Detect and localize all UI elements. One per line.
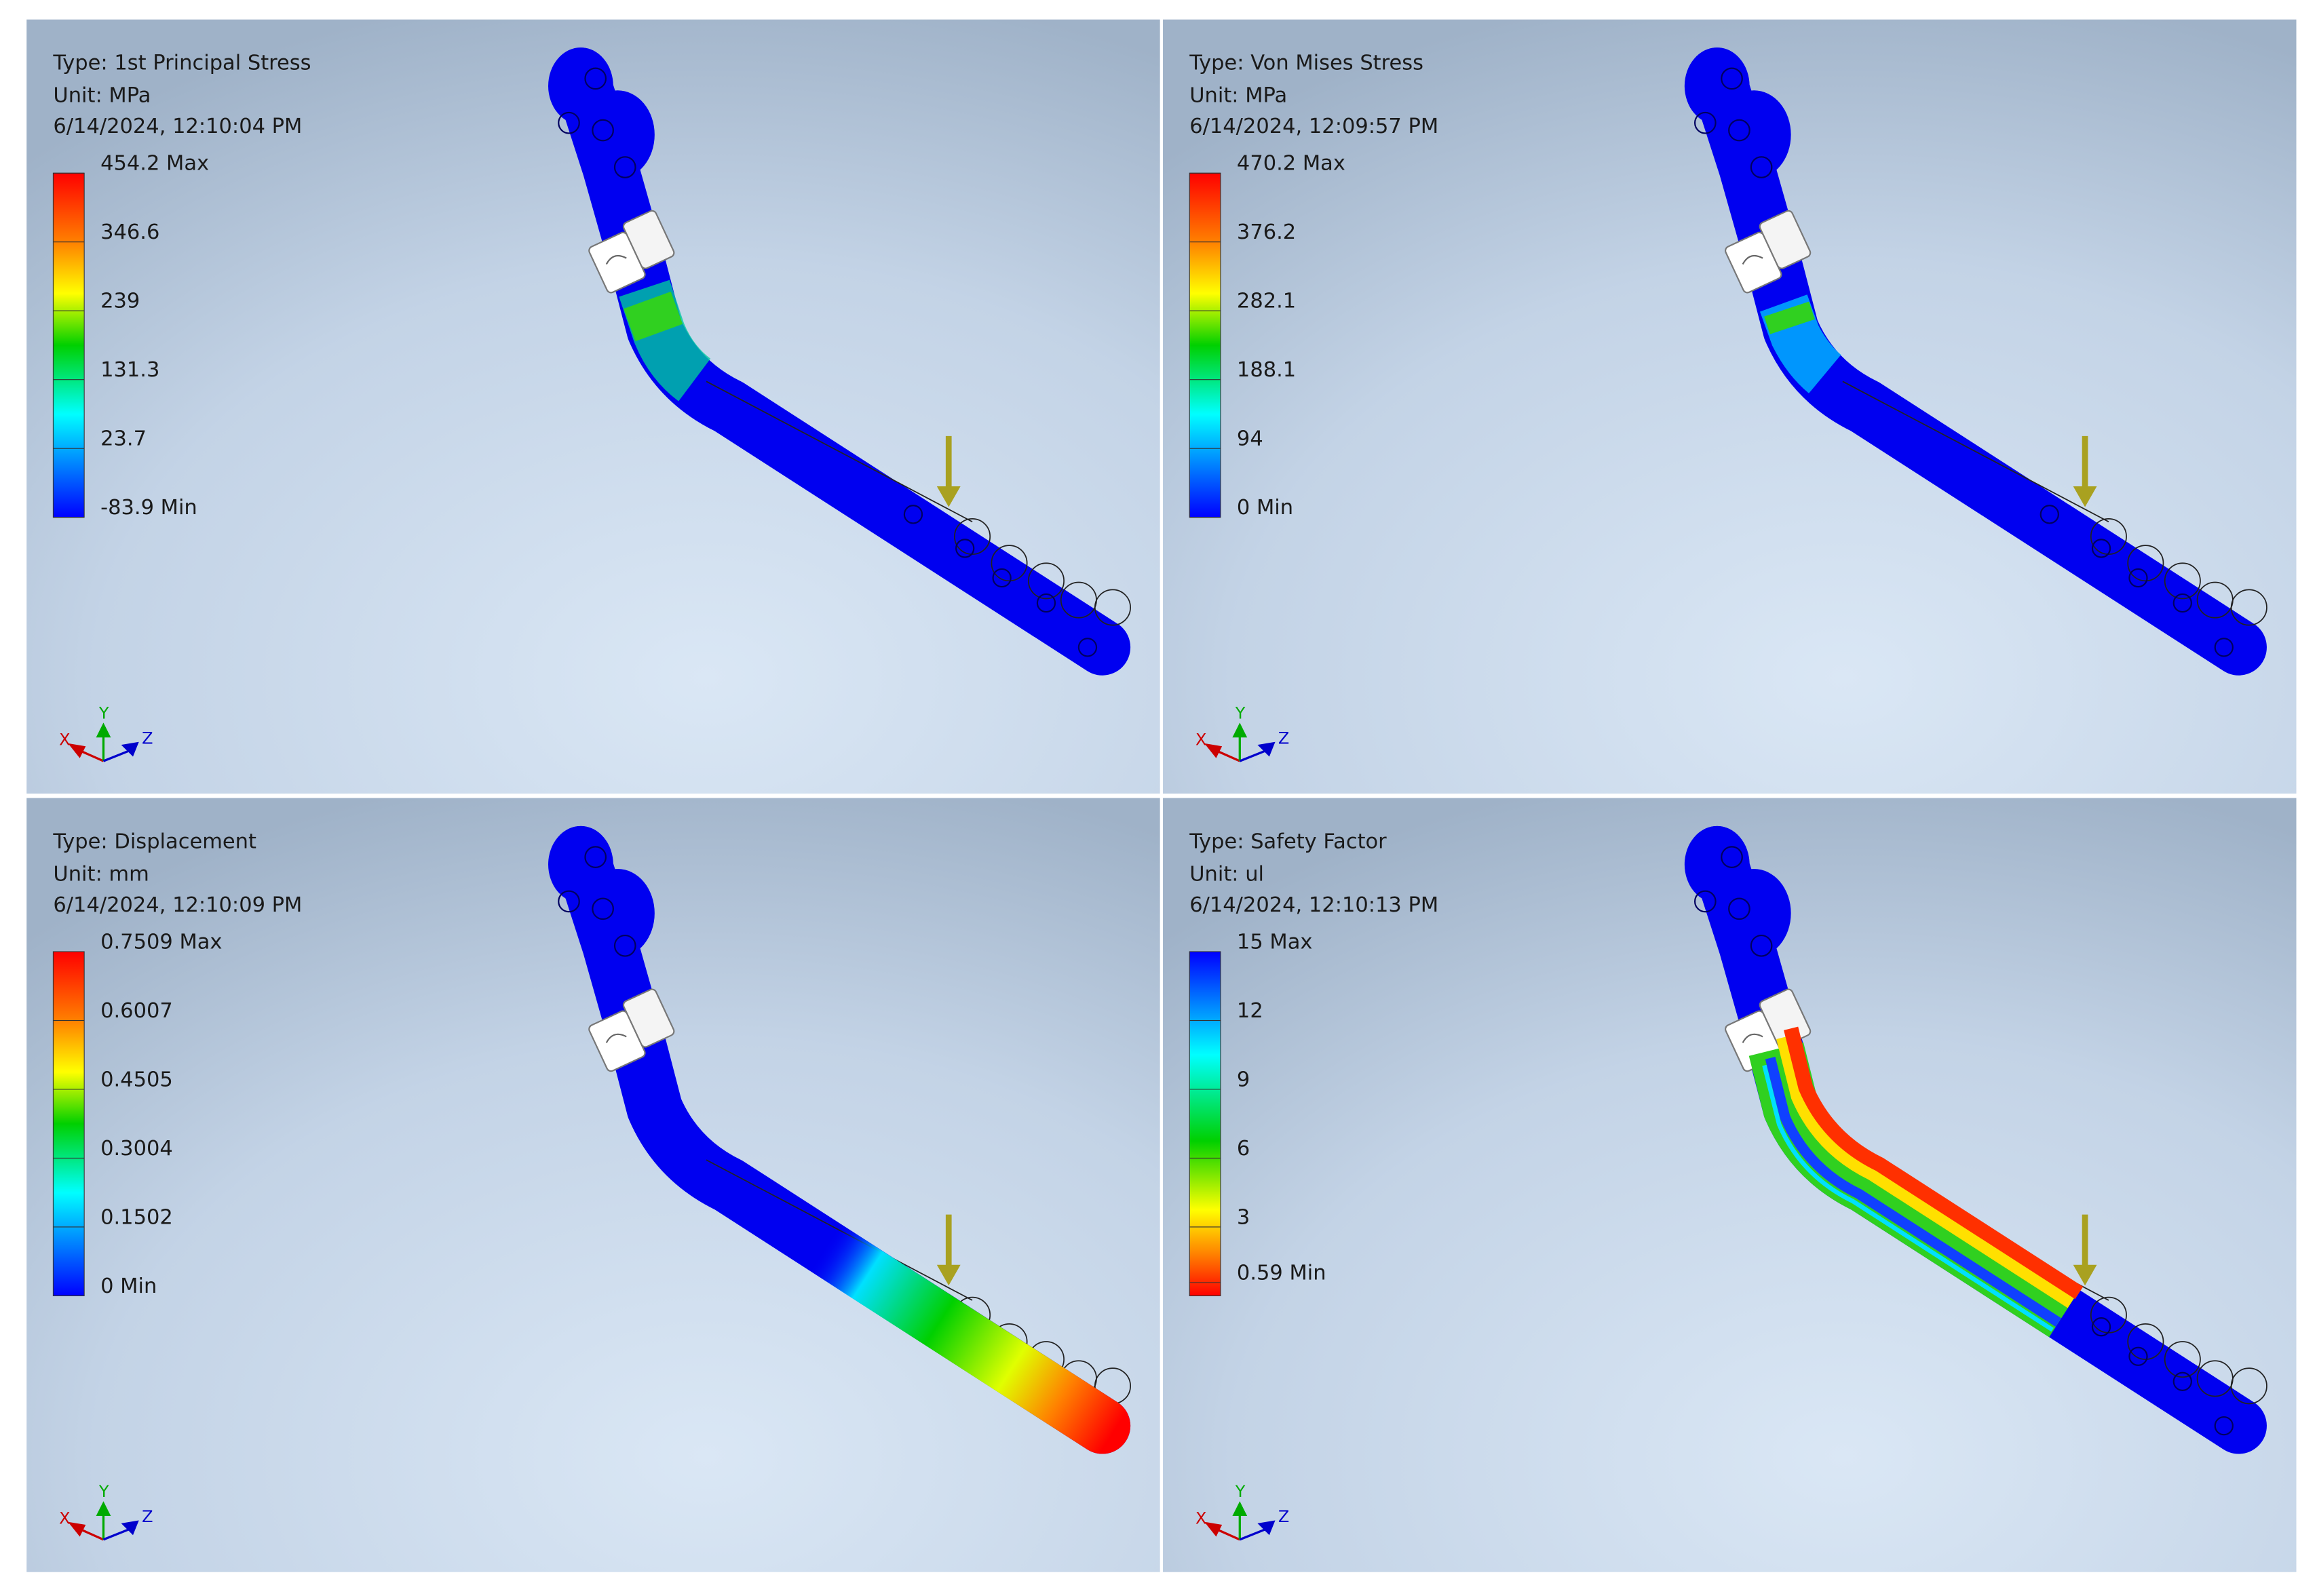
legend-label: 282.1 xyxy=(1237,290,1296,313)
triad-label: Y xyxy=(1235,703,1246,722)
triad-label: Z xyxy=(1278,728,1289,747)
stress-zone xyxy=(1759,294,1842,393)
legend-label: 9 xyxy=(1237,1068,1250,1091)
color-bar xyxy=(1189,172,1221,518)
safety-zone xyxy=(1776,1035,2076,1308)
triad-y-head xyxy=(96,1501,111,1516)
legend-label: 12 xyxy=(1237,999,1263,1023)
legend-label: 0.1502 xyxy=(100,1205,173,1229)
legend-label: 94 xyxy=(1237,427,1263,451)
result-viewport: Type: Safety Factor Unit: ul 6/14/2024, 12… xyxy=(1163,798,2297,1572)
axis-triad: X Y Z xyxy=(1195,703,1289,762)
legend-label: 15 Max xyxy=(1237,930,1313,954)
legend-label: 239 xyxy=(100,290,140,313)
legend-label: 0 Min xyxy=(100,1274,157,1298)
displacement-zone xyxy=(796,1219,1131,1454)
triad-z-head xyxy=(121,741,139,757)
legend-label: 6 xyxy=(1237,1137,1250,1161)
triad-x-head xyxy=(68,743,86,758)
triad-x-head xyxy=(1204,743,1223,758)
axis-triad: X Y Z xyxy=(1195,1482,1289,1541)
safety-zone xyxy=(1765,1056,2061,1327)
triad-y-head xyxy=(96,722,111,738)
safety-zone xyxy=(1748,1042,2080,1338)
safety-zone xyxy=(1762,1064,2054,1332)
legend-label: 346.6 xyxy=(100,220,159,244)
color-bar xyxy=(52,951,85,1297)
result-unit: Unit: ul xyxy=(1189,862,1264,886)
triad-label: X xyxy=(59,731,70,750)
stress-zone xyxy=(619,279,711,402)
triad-z-head xyxy=(121,1520,139,1536)
axis-triad: X Y Z xyxy=(59,703,153,762)
triad-y-head xyxy=(1232,1501,1248,1516)
legend-label: 0.4505 xyxy=(100,1068,173,1091)
result-unit: Unit: MPa xyxy=(1189,83,1287,107)
axis-triad: X Y Z xyxy=(59,1482,153,1541)
legend-label: 470.2 Max xyxy=(1237,152,1345,176)
legend-label: -83.9 Min xyxy=(100,496,197,520)
result-timestamp: 6/14/2024, 12:10:04 PM xyxy=(53,115,302,138)
result-type: Type: 1st Principal Stress xyxy=(52,52,311,75)
legend-label: 376.2 xyxy=(1237,220,1296,244)
legend-label: 131.3 xyxy=(100,358,159,382)
triad-x-head xyxy=(1204,1521,1223,1537)
triad-label: Z xyxy=(142,1507,153,1526)
color-bar xyxy=(1189,951,1221,1297)
legend-label: 188.1 xyxy=(1237,358,1296,382)
safety-zone xyxy=(1784,1026,2084,1300)
triad-label: Y xyxy=(1235,1482,1246,1501)
result-timestamp: 6/14/2024, 12:09:57 PM xyxy=(1189,115,1438,138)
legend-label: 0.6007 xyxy=(100,999,173,1023)
result-viewport: Type: Von Mises Stress Unit: MPa 6/14/2024… xyxy=(1163,19,2297,794)
color-bar xyxy=(52,172,85,518)
stress-zone xyxy=(624,291,683,342)
legend-label: 454.2 Max xyxy=(100,152,209,176)
triad-label: X xyxy=(1195,1509,1206,1527)
legend-label: 0.3004 xyxy=(100,1137,173,1161)
result-type: Type: Displacement xyxy=(52,830,256,853)
result-type: Type: Von Mises Stress xyxy=(1189,52,1423,75)
legend-label: 0.59 Min xyxy=(1237,1261,1326,1285)
triad-label: X xyxy=(59,1509,70,1527)
triad-x-head xyxy=(68,1521,86,1537)
triad-label: Z xyxy=(1278,1507,1289,1526)
legend-label: 3 xyxy=(1237,1205,1250,1229)
triad-label: Y xyxy=(98,1482,109,1501)
triad-label: X xyxy=(1195,731,1206,750)
result-timestamp: 6/14/2024, 12:10:13 PM xyxy=(1189,893,1438,917)
triad-y-head xyxy=(1232,722,1248,738)
result-timestamp: 6/14/2024, 12:10:09 PM xyxy=(53,893,302,917)
triad-label: Z xyxy=(142,728,153,747)
result-unit: Unit: mm xyxy=(53,862,149,886)
result-unit: Unit: MPa xyxy=(53,83,151,107)
result-type: Type: Safety Factor xyxy=(1189,830,1387,853)
legend-label: 23.7 xyxy=(100,427,147,451)
result-viewport: Type: Displacement Unit: mm 6/14/2024, 12:… xyxy=(26,798,1160,1572)
triad-label: Y xyxy=(98,703,109,722)
result-viewport: Type: 1st Principal Stress Unit: MPa 6/14/… xyxy=(26,19,1160,794)
triad-z-head xyxy=(1257,741,1276,757)
legend-label: 0 Min xyxy=(1237,496,1293,520)
legend-label: 0.7509 Max xyxy=(100,930,222,954)
triad-z-head xyxy=(1257,1520,1276,1536)
stress-zone xyxy=(1764,301,1815,334)
